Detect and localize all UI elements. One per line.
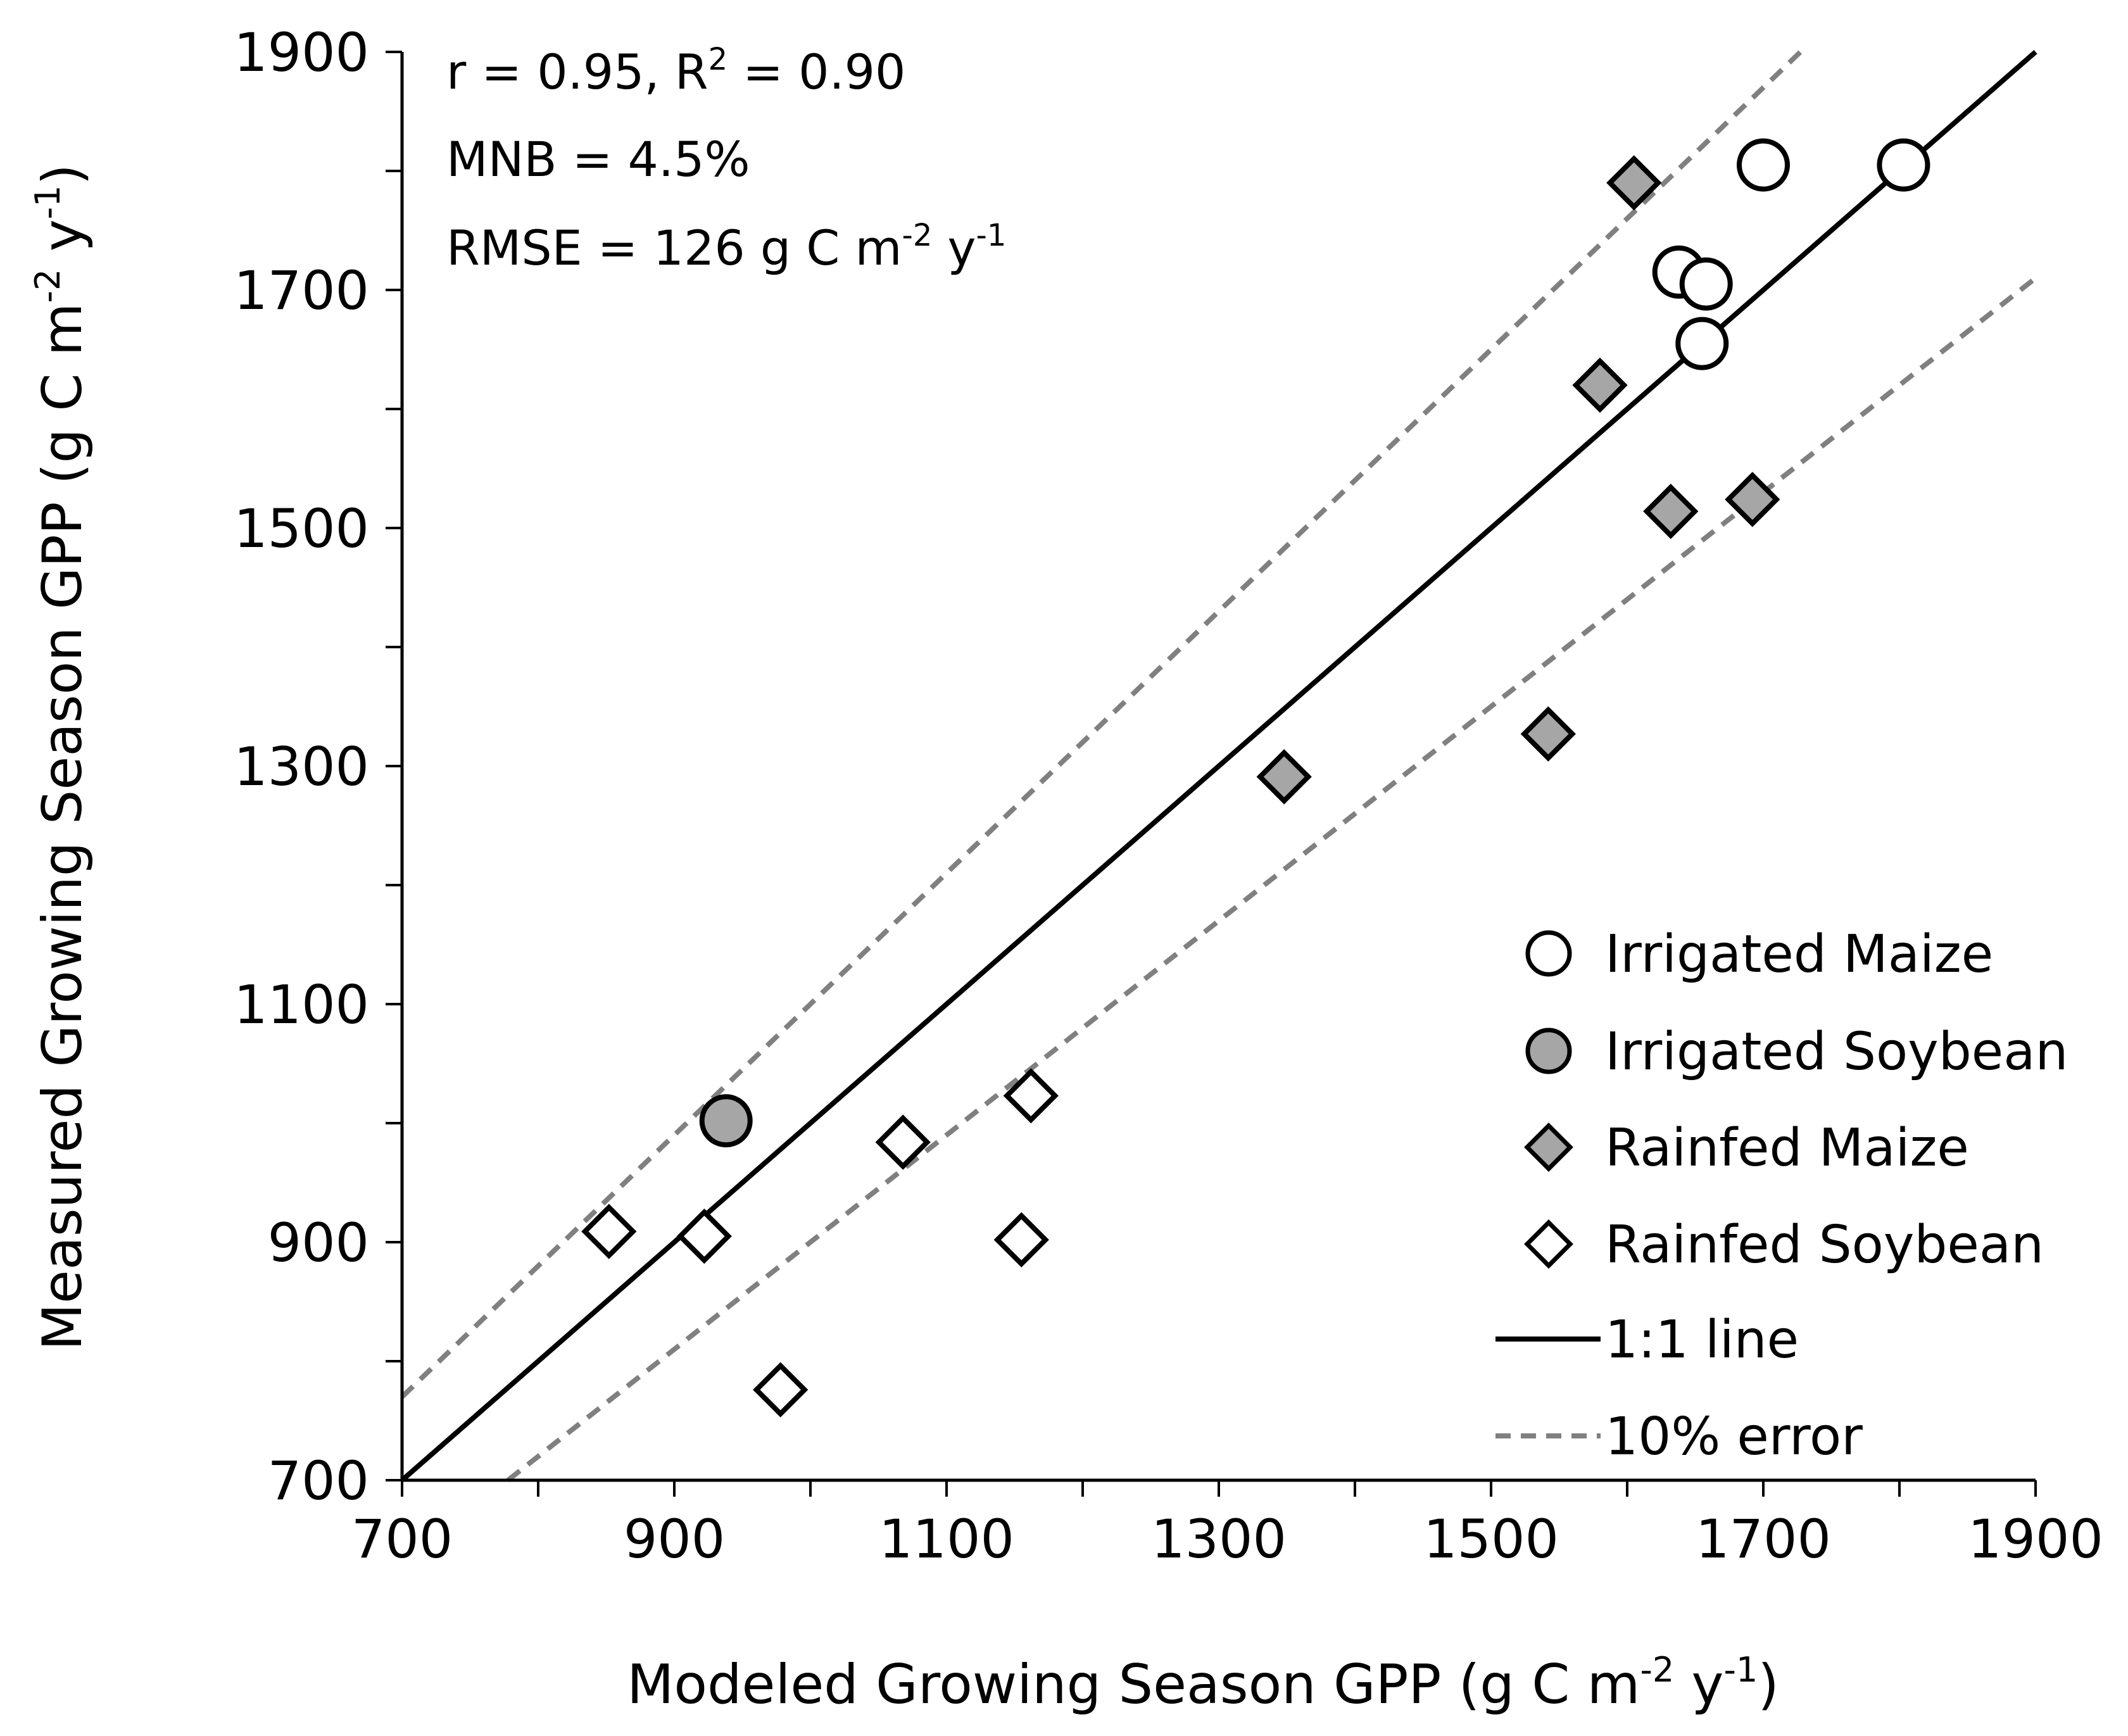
x-tick-label: 1300 xyxy=(1151,1508,1287,1570)
error-line-lower xyxy=(506,276,2037,1483)
point-irrigated-maize xyxy=(1737,138,1790,192)
legend-marker-rainfed-soybean xyxy=(1524,1219,1573,1269)
legend-label-rainfed-soybean: Rainfed Soybean xyxy=(1605,1215,2044,1275)
stats-rmse: RMSE = 126 g C m-2 y-1 xyxy=(446,218,1006,276)
point-irrigated-soybean xyxy=(699,1094,753,1148)
x-tick-label: 1100 xyxy=(879,1508,1014,1570)
x-tick-label: 900 xyxy=(624,1508,725,1570)
y-tick-label: 900 xyxy=(268,1212,369,1274)
legend-label-rainfed-maize: Rainfed Maize xyxy=(1605,1118,1969,1178)
point-rainfed-maize xyxy=(1606,155,1662,211)
point-irrigated-maize xyxy=(1675,317,1729,370)
one-to-one-line xyxy=(400,49,2037,1483)
stats-annotation: r = 0.95, R2 = 0.90 MNB = 4.5% RMSE = 12… xyxy=(446,42,1006,276)
y-tick-label: 1500 xyxy=(234,498,369,560)
legend: Irrigated Maize Irrigated Soybean Rainfe… xyxy=(1495,924,2068,1467)
x-tick-label: 1700 xyxy=(1696,1508,1831,1570)
legend-irrigated-soybean: Irrigated Soybean xyxy=(1525,1022,2068,1082)
point-rainfed-soybean xyxy=(676,1208,732,1264)
legend-label-irrigated-soybean: Irrigated Soybean xyxy=(1605,1022,2068,1082)
legend-label-ten-percent-error: 10% error xyxy=(1605,1407,1863,1467)
axes: 700 900 1100 1300 1500 1700 1900 700 900 1100 1300… xyxy=(234,22,2103,1570)
point-rainfed-soybean xyxy=(1003,1068,1059,1124)
point-rainfed-maize xyxy=(1520,706,1576,762)
point-rainfed-maize xyxy=(1643,484,1699,539)
point-rainfed-maize xyxy=(1725,472,1780,527)
point-irrigated-maize xyxy=(1877,138,1930,192)
legend-marker-irrigated-maize xyxy=(1525,930,1572,977)
point-rainfed-soybean xyxy=(581,1204,637,1259)
legend-ten-percent-error: 10% error xyxy=(1495,1407,1863,1467)
x-tick-label: 1500 xyxy=(1423,1508,1559,1570)
stats-mnb: MNB = 4.5% xyxy=(446,131,750,187)
y-tick-label: 1700 xyxy=(234,260,369,322)
point-rainfed-soybean xyxy=(993,1212,1049,1267)
legend-marker-irrigated-soybean xyxy=(1525,1028,1572,1074)
y-tick-label: 1300 xyxy=(234,736,369,798)
legend-label-one-to-one: 1:1 line xyxy=(1605,1310,1799,1370)
x-tick-label: 700 xyxy=(351,1508,453,1570)
legend-one-to-one-line: 1:1 line xyxy=(1495,1310,1799,1370)
point-rainfed-maize xyxy=(1572,357,1628,413)
data-points xyxy=(581,138,1930,1418)
legend-label-irrigated-maize: Irrigated Maize xyxy=(1605,924,1993,984)
legend-rainfed-soybean: Rainfed Soybean xyxy=(1524,1215,2044,1275)
legend-rainfed-maize: Rainfed Maize xyxy=(1524,1118,1969,1178)
y-tick-label: 1900 xyxy=(234,22,369,84)
stats-r-r2: r = 0.95, R2 = 0.90 xyxy=(446,42,905,100)
y-axis-title: Measured Growing Season GPP (g C m-2 y-1… xyxy=(28,164,94,1350)
plot-lines xyxy=(400,49,2037,1483)
legend-irrigated-maize: Irrigated Maize xyxy=(1525,924,1993,984)
point-rainfed-maize xyxy=(1256,749,1312,805)
x-axis-title: Modeled Growing Season GPP (g C m-2 y-1) xyxy=(627,1650,1779,1716)
x-tick-label: 1900 xyxy=(1968,1508,2103,1570)
point-rainfed-soybean xyxy=(875,1114,931,1170)
y-tick-label: 1100 xyxy=(234,974,369,1036)
point-irrigated-maize xyxy=(1679,257,1733,311)
y-tick-label: 700 xyxy=(268,1450,369,1512)
error-line-upper xyxy=(400,50,1803,1399)
legend-marker-rainfed-maize xyxy=(1524,1123,1573,1172)
point-rainfed-soybean xyxy=(753,1362,809,1418)
